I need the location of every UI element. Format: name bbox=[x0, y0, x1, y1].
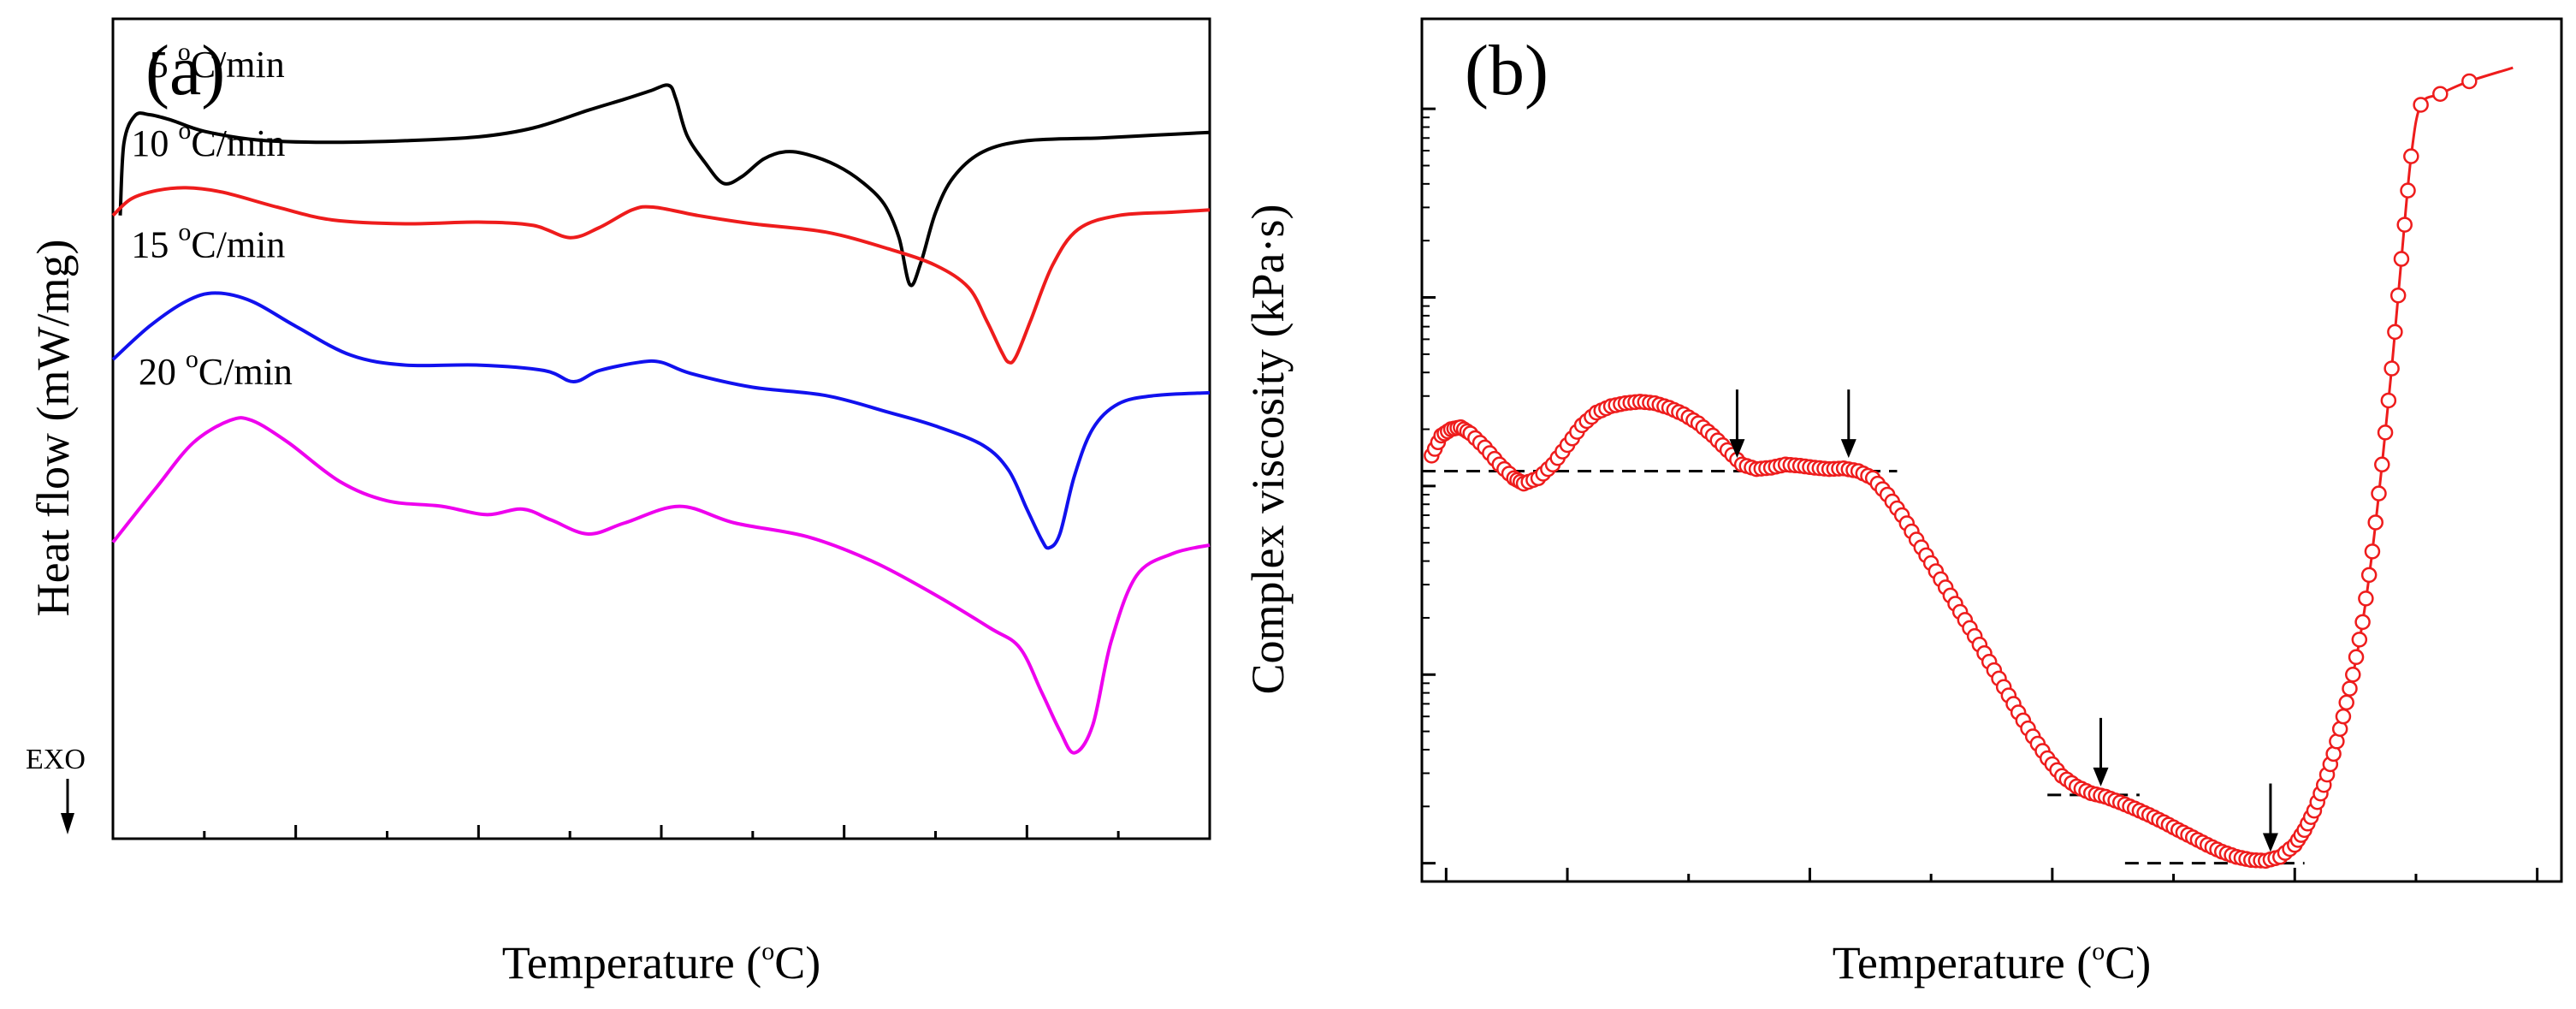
panel-b-y-axis-title: Complex viscosity (kPa·s) bbox=[1242, 205, 1294, 695]
panel-b-arrows bbox=[1729, 389, 2278, 852]
heat-flow-curve-1 bbox=[118, 83, 1211, 288]
exo-indicator: EXO bbox=[26, 744, 86, 834]
viscosity-point bbox=[2364, 543, 2381, 560]
panel-b-label: (b) bbox=[1465, 31, 1549, 110]
marker-arrow-head bbox=[1729, 439, 1745, 459]
viscosity-point bbox=[2432, 86, 2449, 102]
viscosity-point bbox=[2335, 708, 2352, 725]
viscosity-point bbox=[2345, 667, 2361, 683]
panel-b: (b) Temperature (oC) Complex viscosity (… bbox=[1242, 17, 2563, 988]
marker-arrow-head bbox=[2262, 833, 2278, 852]
panel-a-series bbox=[111, 83, 1211, 755]
heat-flow-curve-4 bbox=[111, 416, 1211, 755]
exo-arrow-head bbox=[61, 813, 74, 834]
panel-a-y-axis-title: Heat flow (mW/mg) bbox=[27, 240, 79, 617]
exo-label: EXO bbox=[26, 744, 86, 775]
panel-a-x-axis-title: Temperature (oC) bbox=[502, 937, 821, 988]
viscosity-point bbox=[2413, 97, 2429, 113]
viscosity-point bbox=[2393, 251, 2410, 267]
rate-label-degree: o bbox=[186, 345, 198, 373]
heat-flow-curve-3 bbox=[111, 291, 1211, 550]
viscosity-point bbox=[2403, 148, 2419, 164]
rate-label-degree: o bbox=[178, 217, 191, 246]
viscosity-point bbox=[2351, 632, 2368, 648]
viscosity-point bbox=[2389, 287, 2407, 304]
marker-arrow-head bbox=[2093, 767, 2109, 786]
viscosity-curve bbox=[1430, 66, 2514, 863]
rate-label-value: 10 bbox=[131, 122, 178, 164]
viscosity-point bbox=[2354, 614, 2371, 631]
panel-b-reference-lines bbox=[1422, 469, 2305, 865]
rate-label-unit: C/min bbox=[191, 44, 285, 86]
heat-flow-curve-2 bbox=[111, 186, 1211, 365]
viscosity-point bbox=[2380, 392, 2397, 409]
marker-arrow-head bbox=[1840, 439, 1856, 459]
viscosity-point bbox=[2360, 567, 2378, 584]
panel-b-plot-frame bbox=[1420, 17, 2563, 883]
rate-label-degree: o bbox=[178, 38, 191, 66]
panel-a-x-ticks bbox=[111, 825, 1211, 839]
panel-b-ticks bbox=[1422, 107, 2539, 881]
viscosity-point bbox=[2358, 591, 2374, 607]
rate-label-value: 20 bbox=[139, 351, 186, 393]
panel-a-label: (a) bbox=[145, 31, 225, 110]
rate-label: 20 oC/min bbox=[139, 345, 293, 393]
panel-b-x-axis-title: Temperature (oC) bbox=[1833, 937, 2152, 988]
viscosity-point bbox=[2338, 694, 2354, 711]
viscosity-point bbox=[2367, 514, 2384, 531]
viscosity-point bbox=[2396, 217, 2413, 233]
viscosity-point bbox=[2374, 456, 2390, 473]
rate-label-unit: C/min bbox=[198, 351, 293, 393]
rate-label-degree: o bbox=[178, 116, 191, 145]
viscosity-point bbox=[2400, 182, 2416, 199]
rate-label-value: 15 bbox=[131, 223, 178, 265]
viscosity-point bbox=[2384, 360, 2400, 377]
viscosity-point bbox=[2461, 73, 2478, 90]
rate-label-unit: C/min bbox=[191, 122, 285, 164]
viscosity-point bbox=[2348, 649, 2365, 666]
viscosity-point bbox=[2371, 485, 2387, 502]
viscosity-point bbox=[2387, 323, 2403, 341]
viscosity-point bbox=[2342, 680, 2358, 697]
viscosity-point bbox=[2377, 424, 2394, 441]
rate-label: 5 oC/min bbox=[150, 38, 285, 86]
rate-label: 15 oC/min bbox=[131, 217, 285, 265]
rate-label: 10 oC/min bbox=[131, 116, 285, 164]
rate-label-unit: C/min bbox=[191, 223, 285, 265]
rate-label-value: 5 bbox=[150, 44, 178, 86]
panel-b-series bbox=[1424, 66, 2514, 870]
